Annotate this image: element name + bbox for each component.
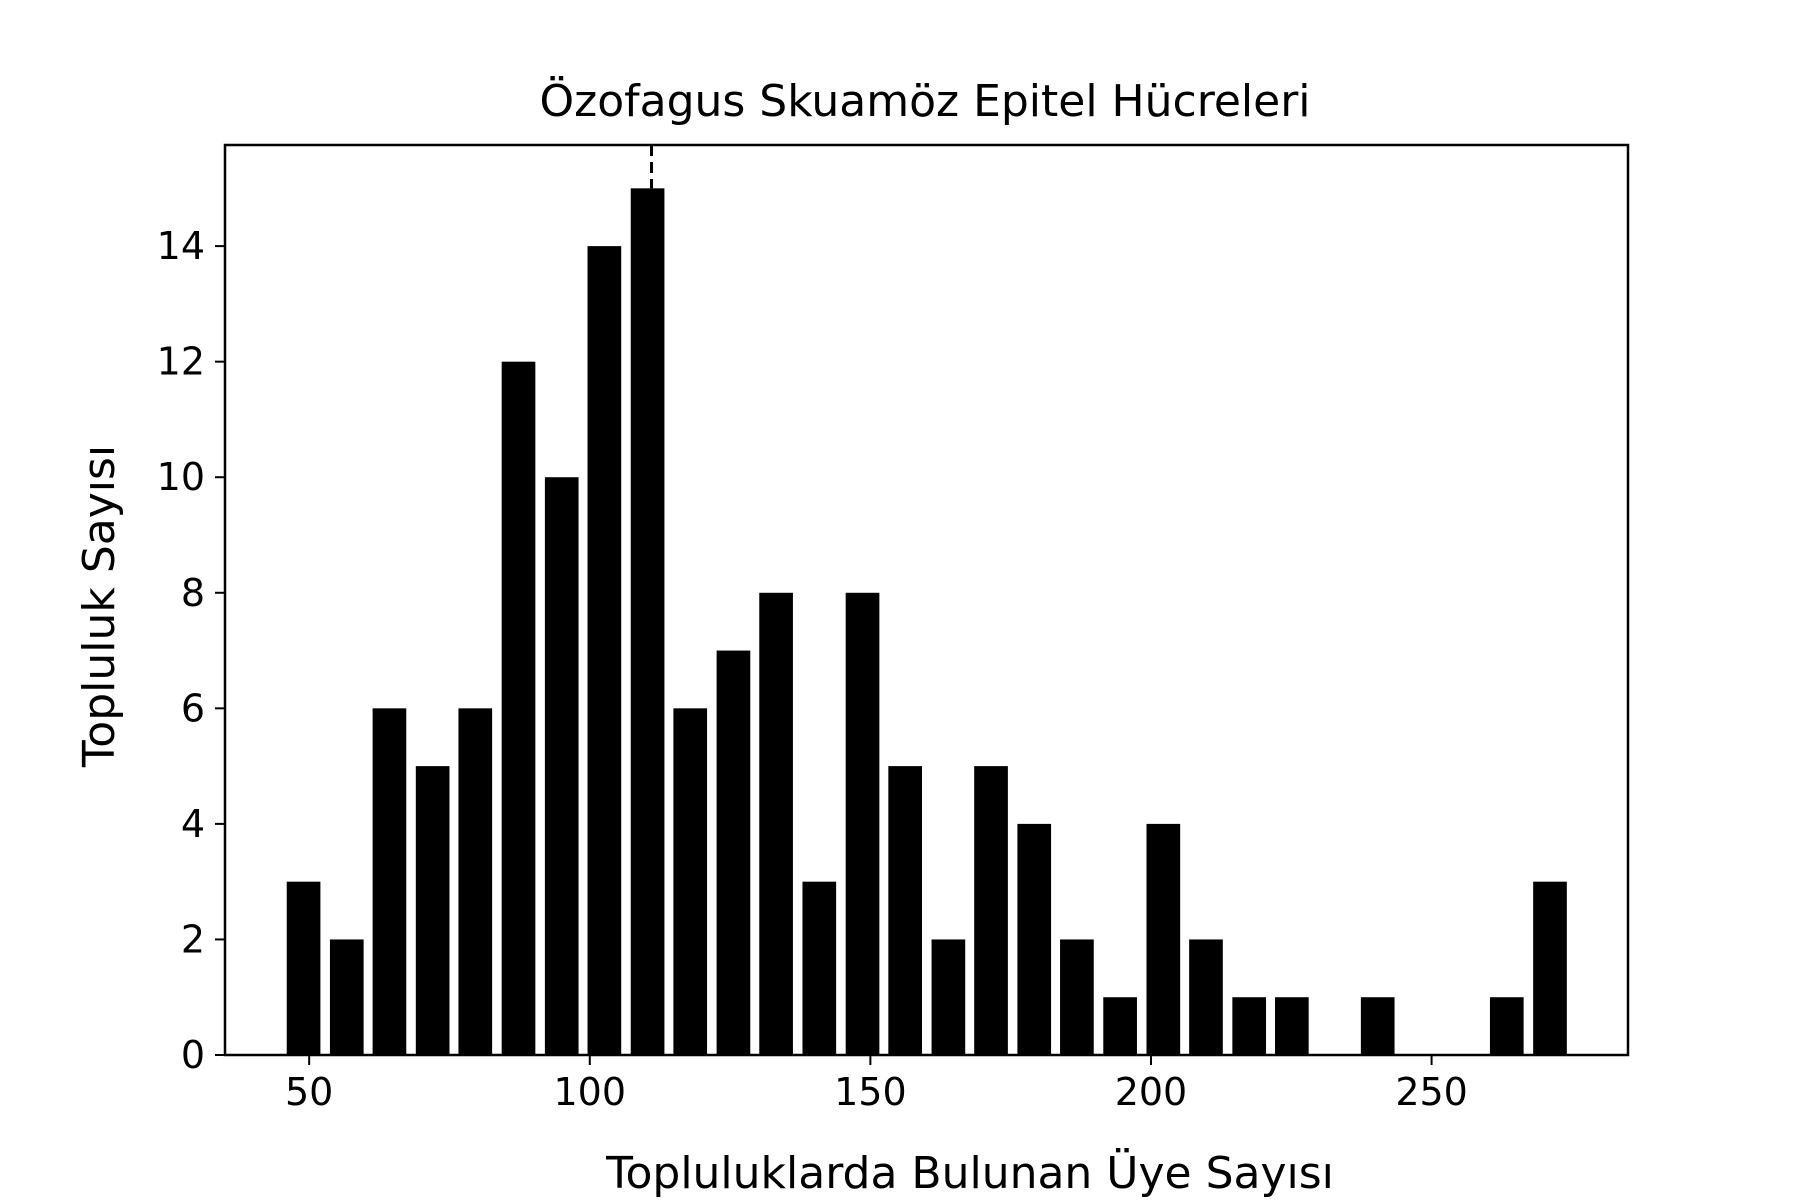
bar xyxy=(286,881,321,1055)
x-axis-ticks: 50 100 150 200 250 xyxy=(285,1055,1468,1114)
bar xyxy=(931,939,966,1055)
bar xyxy=(974,766,1008,1055)
y-axis-label: Topluluk Sayısı xyxy=(74,445,125,768)
x-tick-label: 200 xyxy=(1115,1070,1188,1114)
bar xyxy=(759,592,793,1055)
bar xyxy=(802,881,837,1055)
bar xyxy=(1189,939,1223,1055)
bar xyxy=(1232,997,1267,1055)
y-tick-label: 6 xyxy=(181,686,205,730)
bar xyxy=(587,246,622,1056)
bar xyxy=(1146,823,1181,1055)
bar xyxy=(1060,939,1094,1055)
bar xyxy=(1360,997,1395,1055)
bar xyxy=(630,188,665,1056)
bar xyxy=(544,477,579,1055)
x-tick-label: 50 xyxy=(285,1070,333,1114)
bar xyxy=(372,708,407,1055)
y-tick-label: 0 xyxy=(181,1033,205,1077)
chart-title: Özofagus Skuamöz Epitel Hücreleri xyxy=(539,75,1310,127)
y-tick-label: 10 xyxy=(157,455,205,499)
x-tick-label: 150 xyxy=(834,1070,907,1114)
bar xyxy=(1103,997,1137,1055)
bar xyxy=(888,766,923,1055)
bar xyxy=(415,766,450,1055)
x-axis-label: Topluluklarda Bulunan Üye Sayısı xyxy=(605,1147,1334,1199)
bar xyxy=(1533,881,1567,1055)
y-tick-label: 14 xyxy=(157,224,205,268)
bar xyxy=(1275,997,1309,1055)
bar xyxy=(1489,997,1524,1055)
bar xyxy=(1017,823,1052,1055)
bar xyxy=(501,361,536,1056)
y-tick-label: 12 xyxy=(157,340,205,384)
plot-area-frame xyxy=(223,143,1630,1057)
x-tick-label: 250 xyxy=(1395,1070,1468,1114)
y-axis-ticks: 0 2 4 6 8 10 12 14 xyxy=(157,224,225,1077)
y-tick-label: 2 xyxy=(181,917,205,961)
x-tick-label: 100 xyxy=(554,1070,627,1114)
bar xyxy=(458,708,493,1055)
bar xyxy=(329,939,364,1055)
bar xyxy=(716,650,751,1055)
y-tick-label: 8 xyxy=(181,571,205,615)
y-tick-label: 4 xyxy=(181,802,205,846)
bar xyxy=(845,592,880,1055)
bar xyxy=(673,708,708,1055)
bars-group xyxy=(286,188,1567,1056)
